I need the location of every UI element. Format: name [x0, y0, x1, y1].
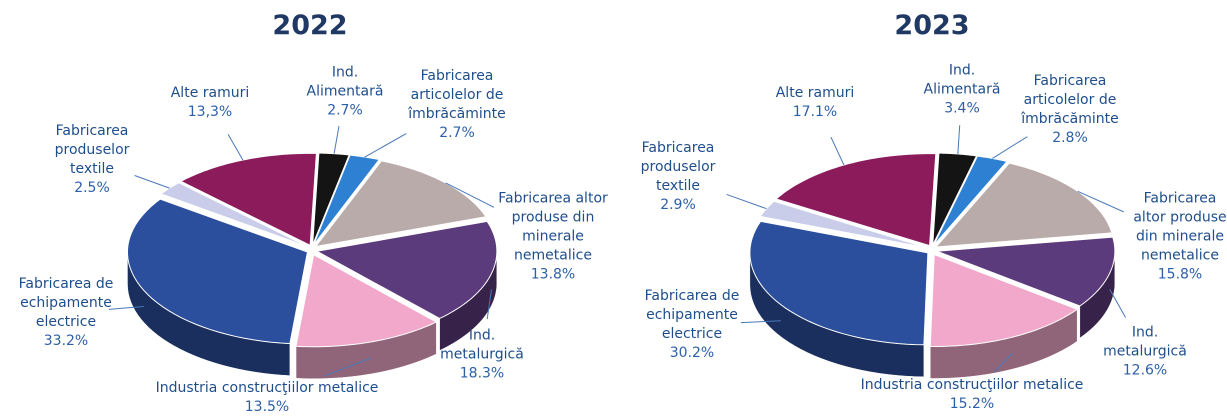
value-label: 30.2% — [669, 345, 715, 361]
slice-label: Ind. metalurgică 18.3% — [427, 327, 537, 384]
leader-line — [830, 136, 845, 166]
slice-label: Industria construcţiilor metalice 13.5% — [117, 379, 417, 417]
slice — [315, 220, 498, 320]
slice-label: Ind. Alimentară 2.7% — [295, 64, 395, 121]
value-label: 18.3% — [459, 365, 505, 382]
category-label: Ind. Alimentară — [306, 64, 384, 100]
slice — [775, 153, 937, 247]
category-label: Ind. metalurgică — [1103, 324, 1187, 360]
value-label: 2.5% — [74, 180, 110, 196]
value-label: 13.5% — [244, 399, 290, 415]
leader-line — [992, 136, 1028, 159]
leader-line — [1109, 289, 1126, 318]
slice — [749, 220, 929, 346]
slice-label: Fabricarea articolelor de îmbrăcăminte 2.… — [392, 67, 522, 143]
category-label: Fabricarea de echipamente electrice — [18, 276, 114, 330]
category-label: Fabricarea altor produse din minerale ne… — [1133, 190, 1227, 264]
leader-line — [108, 305, 144, 310]
slice-label: Ind. Alimentară 3.4% — [912, 62, 1012, 119]
category-label: Ind. Alimentară — [923, 62, 1001, 98]
leader-line — [740, 320, 781, 324]
category-label: Fabricarea de echipamente electrice — [644, 288, 740, 342]
value-label: 2.9% — [660, 197, 696, 213]
slice-label: Fabricarea produselor textile 2.5% — [32, 122, 152, 198]
value-label: 12.6% — [1122, 362, 1168, 379]
leader-line — [726, 193, 767, 210]
slice-label: Fabricarea de echipamente electrice 33.2% — [11, 275, 121, 351]
value-label: 15.2% — [949, 396, 995, 412]
slice — [314, 160, 487, 248]
leader-line — [333, 125, 340, 154]
category-label: Fabricarea produselor textile — [640, 140, 716, 194]
value-label: 33.2% — [43, 333, 89, 349]
value-label: 15.8% — [1157, 266, 1203, 283]
chart-title: 2022 — [272, 10, 348, 41]
slice-label: Fabricarea produselor textile 2.9% — [618, 139, 738, 215]
category-label: Fabricarea produselor textile — [54, 123, 130, 177]
slice-label: Alte ramuri 13,3% — [155, 84, 265, 122]
leader-line — [364, 133, 407, 158]
slice-label: Fabricarea articolelor de îmbrăcăminte 2.… — [1005, 72, 1135, 148]
chart-title: 2023 — [894, 10, 970, 41]
slice-label: Industria construcţiilor metalice 15.2% — [822, 376, 1122, 414]
category-label: Alte ramuri — [170, 85, 250, 101]
slice — [295, 253, 438, 348]
leader-line — [324, 357, 372, 377]
value-label: 17.1% — [792, 104, 838, 120]
slice — [312, 154, 381, 246]
leader-line — [993, 352, 1013, 373]
slice — [929, 253, 1079, 347]
value-label: 13,3% — [187, 104, 233, 120]
category-label: Ind. metalurgică — [440, 327, 524, 363]
slice — [126, 198, 309, 345]
leader-line — [486, 289, 492, 320]
slice-label: Fabricarea altor produse din minerale ne… — [1130, 190, 1227, 285]
value-label: 2.8% — [1052, 130, 1088, 146]
leader-line — [227, 134, 244, 161]
category-label: Fabricarea altor produse din minerale ne… — [498, 190, 608, 264]
category-label: Industria construcţiilor metalice — [155, 380, 379, 396]
value-label: 13.8% — [530, 266, 576, 283]
category-label: Alte ramuri — [775, 85, 855, 101]
slice — [759, 200, 928, 249]
leader-line — [957, 125, 961, 155]
leader-line — [1077, 190, 1124, 213]
leader-line — [445, 182, 495, 208]
slice-label: Fabricarea altor produse din minerale ne… — [498, 190, 608, 285]
leader-line — [134, 175, 170, 189]
slice-label: Ind. metalurgică 12.6% — [1090, 324, 1200, 381]
value-label: 2.7% — [439, 125, 475, 141]
category-label: Fabricarea articolelor de îmbrăcăminte — [1021, 73, 1119, 127]
value-label: 3.4% — [944, 100, 980, 117]
category-label: Industria construcţiilor metalice — [860, 377, 1084, 393]
slice-label: Alte ramuri 17.1% — [760, 84, 870, 122]
value-label: 2.7% — [327, 102, 363, 119]
slice — [936, 236, 1116, 307]
slice-label: Fabricarea de echipamente electrice 30.2% — [637, 287, 747, 363]
category-label: Fabricarea articolelor de îmbrăcăminte — [408, 68, 506, 122]
